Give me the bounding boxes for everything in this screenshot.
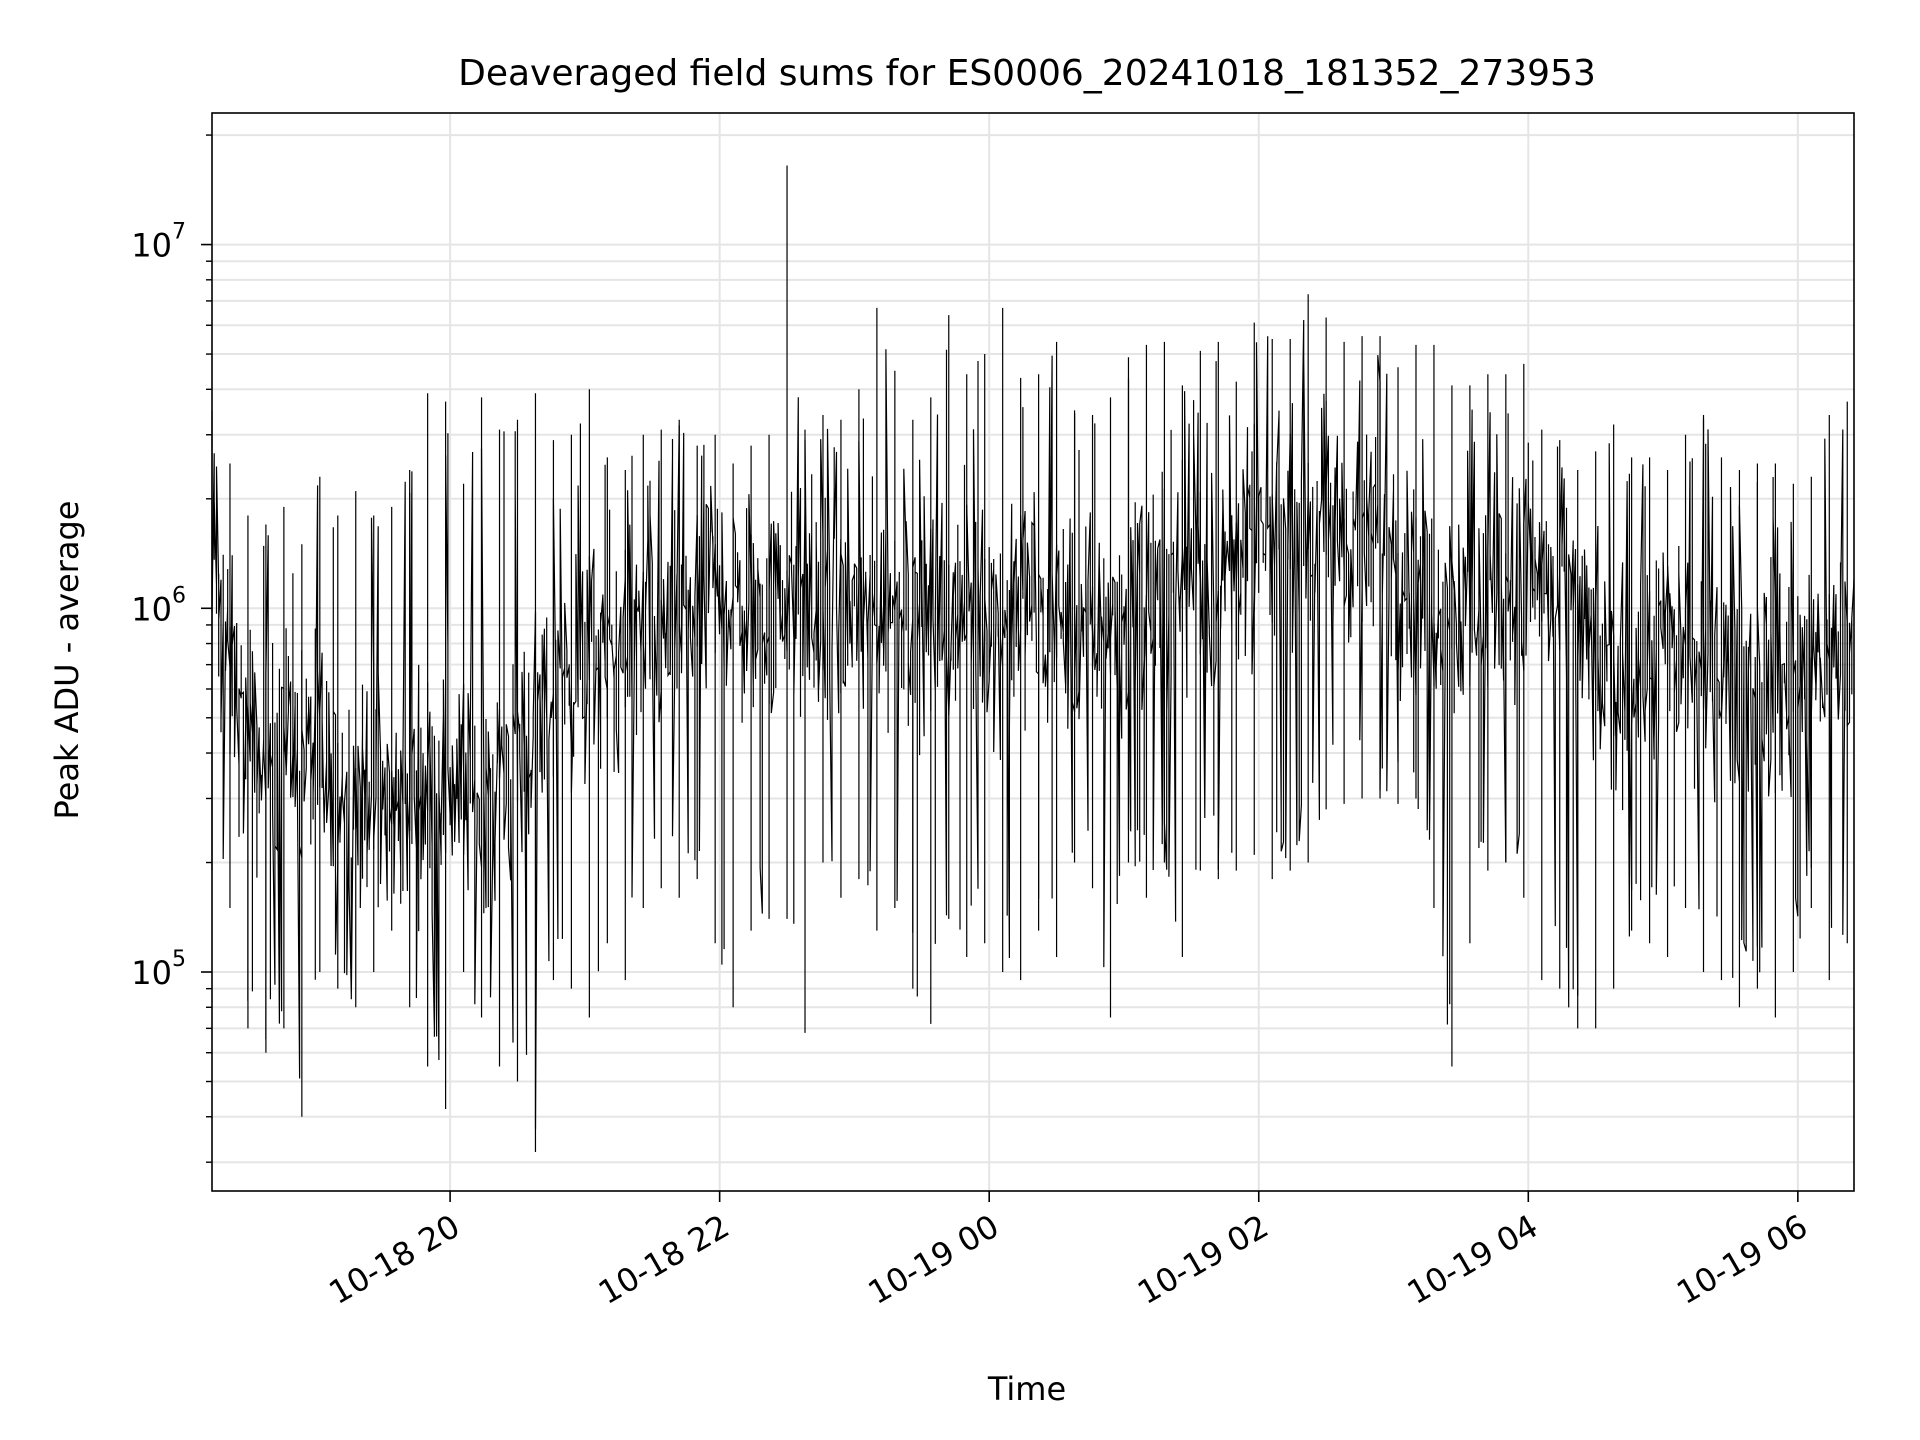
series-line [211, 319, 1855, 1130]
plot-frame [211, 112, 1855, 1192]
chart-title: Deaveraged field sums for ES0006_2024101… [458, 53, 1596, 94]
y-axis-label: Peak ADU - average [48, 501, 86, 820]
x-axis-label: Time [987, 1370, 1066, 1408]
